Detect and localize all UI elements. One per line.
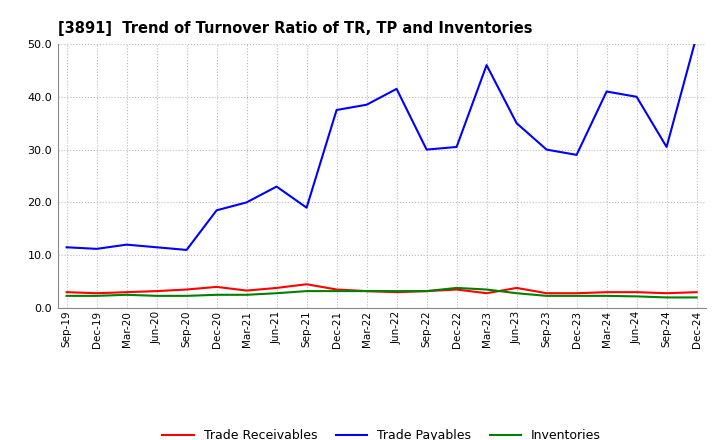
Inventories [632,294,641,299]
Trade Payables [602,89,611,94]
Trade Payables [632,94,641,99]
Inventories [92,293,101,298]
Inventories [182,293,191,298]
Inventories [302,289,311,294]
Trade Receivables [62,290,71,295]
Trade Payables [693,33,701,39]
Trade Receivables [602,290,611,295]
Trade Receivables [452,287,461,292]
Trade Receivables [482,290,491,296]
Inventories [122,292,131,297]
Trade Payables [62,245,71,250]
Trade Receivables [662,290,671,296]
Trade Receivables [92,290,101,296]
Inventories [212,292,221,297]
Trade Receivables [422,289,431,294]
Trade Payables [242,200,251,205]
Trade Receivables [272,285,281,290]
Line: Inventories: Inventories [66,288,697,297]
Inventories [362,289,371,294]
Inventories [272,290,281,296]
Trade Payables [92,246,101,252]
Inventories [333,289,341,294]
Trade Receivables [212,284,221,290]
Inventories [392,289,401,294]
Trade Receivables [572,290,581,296]
Trade Receivables [153,289,161,294]
Trade Receivables [242,288,251,293]
Trade Receivables [542,290,551,296]
Inventories [513,290,521,296]
Inventories [602,293,611,298]
Trade Receivables [182,287,191,292]
Trade Payables [362,102,371,107]
Inventories [572,293,581,298]
Inventories [452,285,461,290]
Trade Payables [122,242,131,247]
Trade Receivables [362,289,371,294]
Trade Payables [153,245,161,250]
Trade Payables [513,121,521,126]
Inventories [153,293,161,298]
Inventories [422,289,431,294]
Trade Payables [212,208,221,213]
Legend: Trade Receivables, Trade Payables, Inventories: Trade Receivables, Trade Payables, Inven… [157,424,606,440]
Text: [3891]  Trend of Turnover Ratio of TR, TP and Inventories: [3891] Trend of Turnover Ratio of TR, TP… [58,21,532,36]
Trade Payables [452,144,461,150]
Trade Payables [302,205,311,210]
Trade Payables [662,144,671,150]
Inventories [62,293,71,298]
Trade Payables [422,147,431,152]
Trade Payables [333,107,341,113]
Inventories [662,295,671,300]
Trade Payables [542,147,551,152]
Trade Receivables [302,282,311,287]
Trade Receivables [632,290,641,295]
Trade Receivables [513,285,521,290]
Line: Trade Payables: Trade Payables [66,36,697,250]
Trade Payables [572,152,581,158]
Trade Receivables [333,287,341,292]
Trade Payables [482,62,491,68]
Inventories [482,287,491,292]
Trade Receivables [392,290,401,295]
Trade Payables [182,247,191,253]
Trade Receivables [122,290,131,295]
Trade Payables [392,86,401,92]
Trade Receivables [693,290,701,295]
Inventories [242,292,251,297]
Trade Payables [272,184,281,189]
Inventories [693,295,701,300]
Inventories [542,293,551,298]
Line: Trade Receivables: Trade Receivables [66,284,697,293]
